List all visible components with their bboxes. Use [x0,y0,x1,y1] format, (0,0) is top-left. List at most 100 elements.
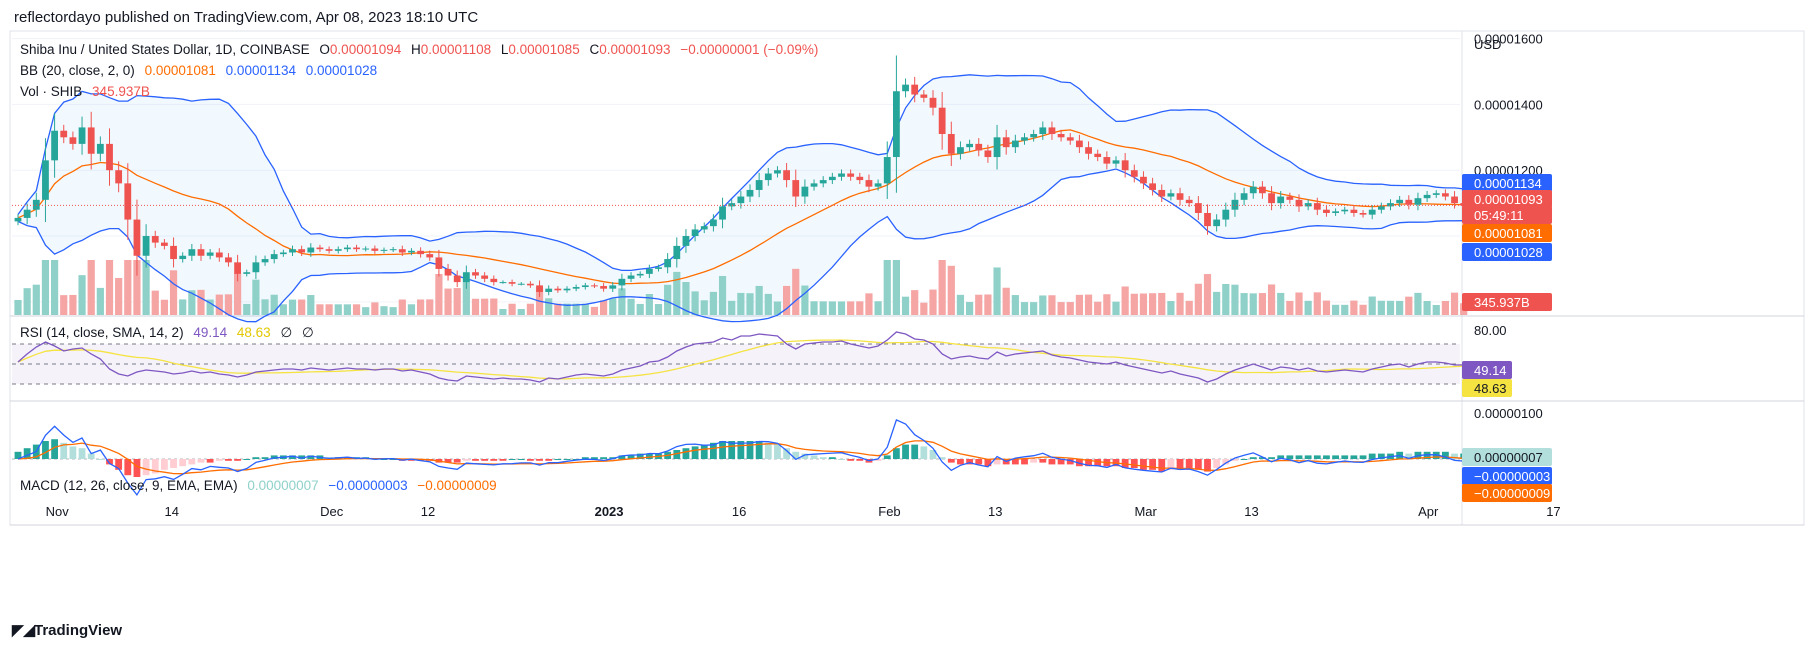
high-value: 0.00001108 [420,42,492,57]
candle-body [1323,209,1330,213]
macd-axis-badge [1462,484,1552,502]
volume-bar [1139,293,1148,315]
volume-bar [929,289,937,315]
macd-histogram-bar [819,457,827,459]
candle-body [1130,170,1138,177]
macd-axis-badge [1462,448,1552,466]
volume-bar [69,294,77,315]
candle-body [426,254,434,258]
candle-body [1048,127,1056,135]
volume-bar [417,299,425,315]
candle-body [380,249,388,251]
candle-body [51,130,58,161]
candle-body [645,268,653,274]
candle-body [444,268,452,276]
macd-histogram-bar [206,459,214,463]
volume-bar [133,260,141,315]
volume-bar [682,282,690,315]
candle-body [435,257,443,269]
open-label: O [319,42,330,57]
volume-bar [993,267,1001,315]
macd-histogram-bar [710,442,717,459]
candle-body [398,249,406,253]
macd-histogram-bar [719,441,726,459]
macd-histogram-bar [1368,453,1376,459]
macd-histogram-bar [1295,455,1303,459]
macd-signal-line [17,440,1464,475]
volume-bar [700,300,708,315]
rsi-label[interactable]: RSI (14, close, SMA, 14, 2) [20,325,184,340]
rsi-axis-badge [1462,361,1512,379]
bb-label[interactable]: BB (20, close, 2, 0) [20,63,135,78]
candle-body [1204,212,1211,227]
macd-line [17,419,1464,497]
rsi-legend-row: RSI (14, close, SMA, 14, 2) 49.14 48.63 … [20,325,320,341]
macd-histogram-bar [1350,455,1358,459]
vol-label[interactable]: Vol · SHIB [20,84,83,99]
volume-bar [279,304,287,315]
candle-body [1442,193,1449,197]
macd-histogram-bar [1304,455,1312,459]
candle-body [710,219,717,227]
macd-histogram-bar [1341,455,1349,459]
candle-body [96,143,104,154]
candle-body [1286,196,1294,200]
bb-upper-line [17,74,1464,272]
volume-bar [1386,300,1395,315]
candle-body [536,285,543,292]
macd-histogram-bar [1240,459,1248,460]
volume-bar [380,306,388,315]
volume-bar [206,299,214,315]
candle-body [1149,183,1156,190]
volume-bar [51,260,59,315]
macd-histogram-bar [197,459,205,463]
candle-body [170,245,177,260]
time-axis-label: 12 [421,504,435,519]
high-label: H [411,42,421,57]
volume-bar [1011,295,1019,315]
macd-histogram-bar [828,457,836,459]
volume-bar [1249,293,1257,315]
volume-bar [545,298,553,315]
macd-histogram-bar [69,446,77,459]
tradingview-logo: ◤◢TradingView [12,621,122,639]
volume-bar [1377,300,1385,315]
candle-body [234,262,241,274]
macd-histogram-bar [929,450,937,459]
candle-body [600,286,607,289]
volume-bar [261,299,269,315]
rsi-value: 49.14 [193,325,228,340]
macd-histogram-bar [481,459,489,461]
candle-body [700,226,708,230]
macd-histogram-bar [161,459,168,470]
volume-bar [755,285,763,315]
macd-label[interactable]: MACD (12, 26, close, 9, EMA, EMA) [20,478,238,493]
candle-body [1295,199,1303,207]
macd-histogram-bar [600,457,607,459]
macd-line-value: −0.00000003 [328,478,408,493]
volume-bar [618,288,626,315]
candle-body [1039,127,1047,135]
volume-bar [920,302,928,315]
bb-basis-line [17,129,1464,285]
macd-histogram-bar [1158,459,1166,472]
volume-bar [1332,304,1340,315]
volume-bar [234,273,242,315]
macd-histogram-bar [810,455,818,459]
macd-histogram-bar [115,459,123,470]
candle-body [42,160,49,200]
macd-histogram-bar [1213,459,1221,468]
symbol-title[interactable]: Shiba Inu / United States Dollar, 1D, CO… [20,42,310,57]
volume-bar [828,301,836,315]
volume-bar [691,291,699,315]
macd-histogram-bar [893,448,900,459]
macd-histogram-bar [618,455,626,459]
macd-histogram-bar [23,448,31,459]
candle-body [737,196,745,204]
volume-bar [728,300,736,315]
volume-bar [1084,294,1093,315]
candle-body [78,127,86,144]
volume-bar [334,304,342,315]
candle-body [279,252,287,255]
